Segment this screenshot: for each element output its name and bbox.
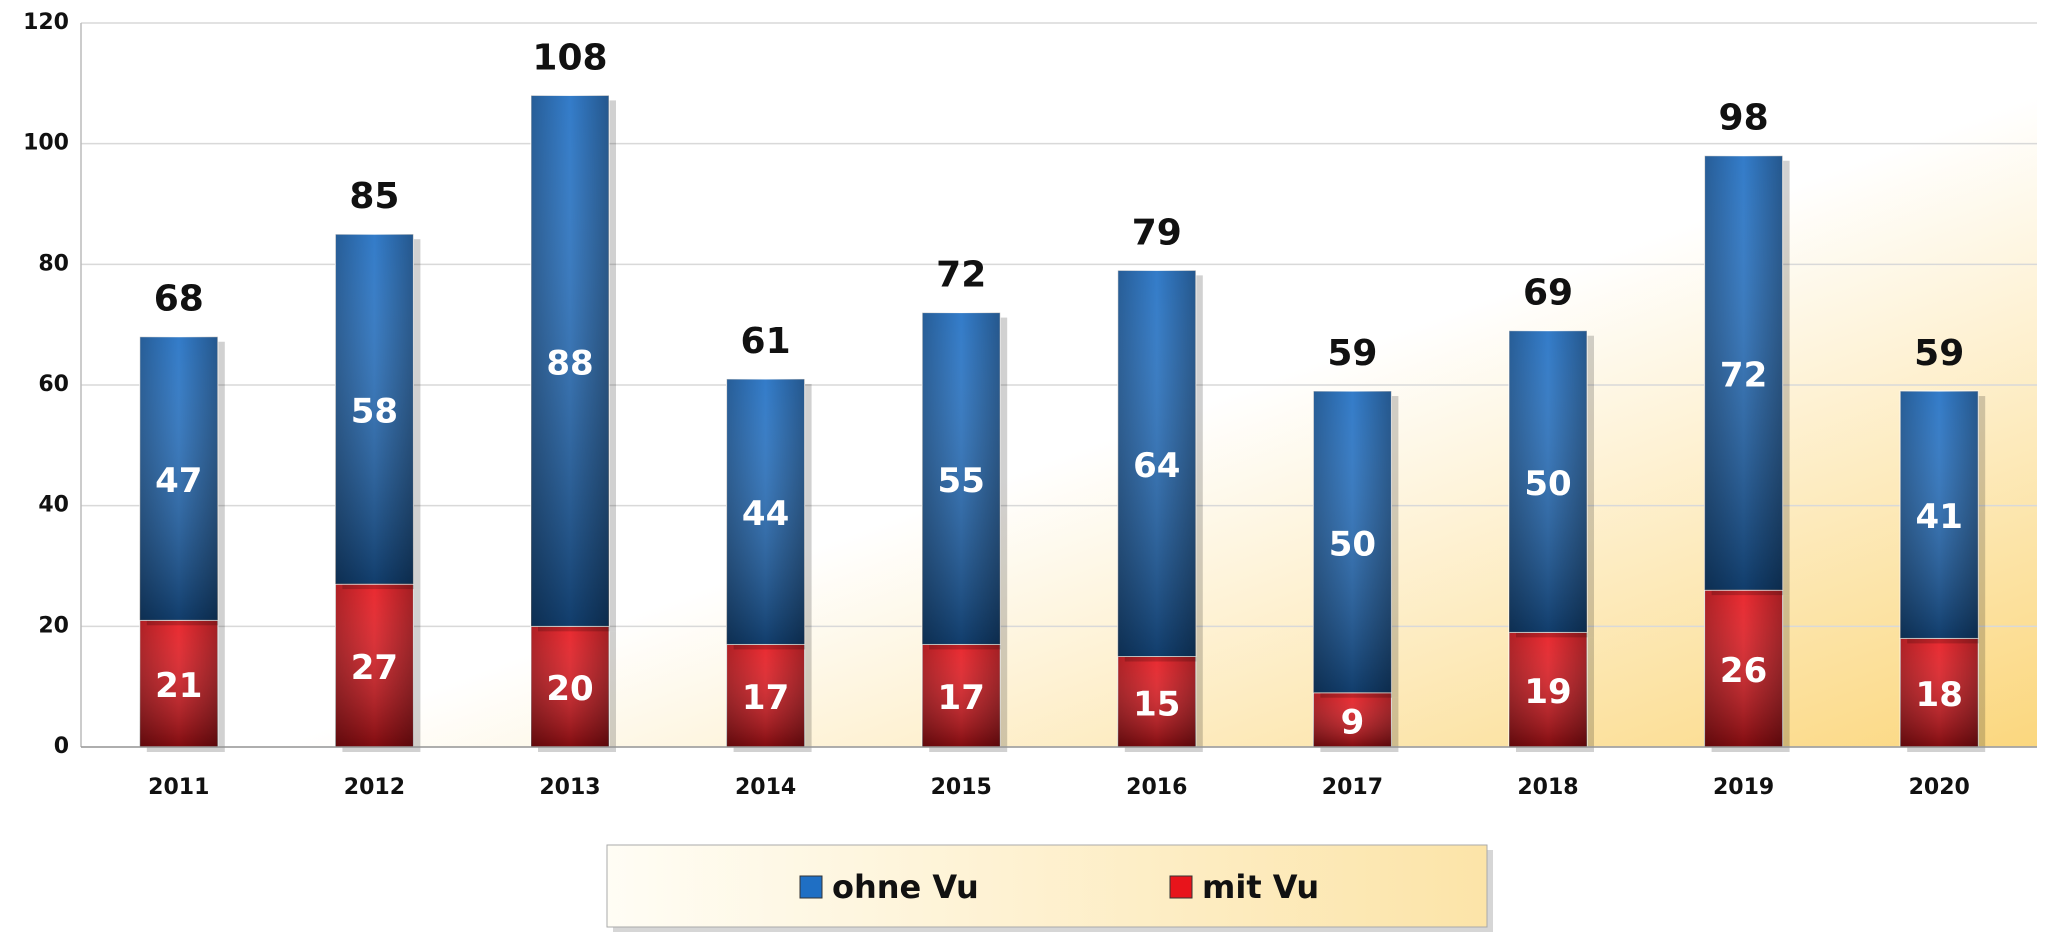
value-label: 50 [1524, 464, 1571, 504]
value-label: 20 [546, 669, 593, 709]
value-label: 15 [1133, 684, 1180, 724]
value-label: 47 [155, 461, 202, 501]
x-tick-label: 2019 [1713, 775, 1774, 800]
y-tick-label: 60 [38, 372, 69, 397]
x-tick-label: 2017 [1322, 775, 1383, 800]
bar-side-shade [922, 312, 1001, 645]
bar-side-shade [1704, 155, 1783, 591]
legend-swatch [799, 875, 823, 899]
legend-label: ohne Vu [832, 868, 979, 906]
value-label: 88 [546, 343, 593, 383]
total-label: 79 [1132, 212, 1182, 253]
x-tick-label: 2015 [931, 775, 992, 800]
bar-side-shade [726, 644, 805, 747]
value-label: 58 [351, 392, 398, 432]
y-tick-label: 0 [54, 734, 69, 759]
bar-side-shade [531, 626, 609, 747]
x-tick-label: 2018 [1517, 775, 1578, 800]
total-label: 59 [1914, 333, 1964, 374]
x-tick-label: 2020 [1909, 775, 1970, 800]
x-tick-label: 2012 [344, 775, 405, 800]
total-label: 69 [1523, 273, 1573, 314]
y-tick-label: 20 [38, 613, 69, 638]
total-label: 108 [532, 37, 607, 78]
bar-side-shade [1509, 330, 1587, 633]
value-label: 50 [1329, 524, 1376, 564]
y-tick-label: 80 [38, 251, 69, 276]
value-label: 26 [1720, 651, 1767, 691]
y-tick-label: 40 [38, 493, 69, 518]
bar-side-shade [1117, 656, 1196, 747]
value-label: 18 [1916, 675, 1963, 715]
value-label: 41 [1916, 497, 1963, 537]
bar-side-shade [335, 234, 414, 585]
total-label: 98 [1719, 98, 1769, 139]
value-label: 9 [1341, 702, 1365, 742]
x-tick-label: 2011 [148, 775, 209, 800]
bar-side-shade [139, 336, 218, 621]
bar-side-shade [922, 644, 1001, 747]
x-tick-label: 2016 [1126, 775, 1187, 800]
bar-side-shade [1509, 632, 1587, 747]
total-label: 85 [349, 176, 399, 217]
value-label: 17 [742, 678, 789, 718]
total-label: 72 [936, 255, 986, 296]
value-label: 21 [155, 666, 202, 706]
bar-side-shade [1117, 270, 1196, 657]
x-tick-label: 2013 [539, 775, 600, 800]
value-label: 17 [938, 678, 985, 718]
total-label: 59 [1327, 333, 1377, 374]
value-label: 27 [351, 648, 398, 688]
bar-side-shade [1313, 391, 1392, 693]
bar-side-shade [335, 584, 414, 747]
total-label: 61 [741, 321, 791, 362]
bar-side-shade [531, 95, 609, 627]
bar-side-shade [1313, 692, 1392, 747]
legend-box [606, 844, 1488, 928]
value-label: 72 [1720, 355, 1767, 395]
bar-side-shade [1900, 391, 1979, 639]
legend-swatch [1169, 875, 1193, 899]
bar-side-shade [726, 378, 805, 645]
value-label: 44 [742, 494, 789, 534]
bar-side-shade [139, 620, 218, 747]
value-label: 19 [1524, 672, 1571, 712]
y-tick-label: 100 [23, 131, 69, 156]
value-label: 64 [1133, 446, 1180, 486]
bar-side-shade [1900, 638, 1979, 747]
total-label: 68 [154, 279, 204, 320]
value-label: 55 [938, 461, 985, 501]
y-tick-label: 120 [23, 10, 69, 35]
bar-side-shade [1704, 590, 1783, 747]
x-tick-label: 2014 [735, 775, 796, 800]
legend-label: mit Vu [1202, 868, 1319, 906]
